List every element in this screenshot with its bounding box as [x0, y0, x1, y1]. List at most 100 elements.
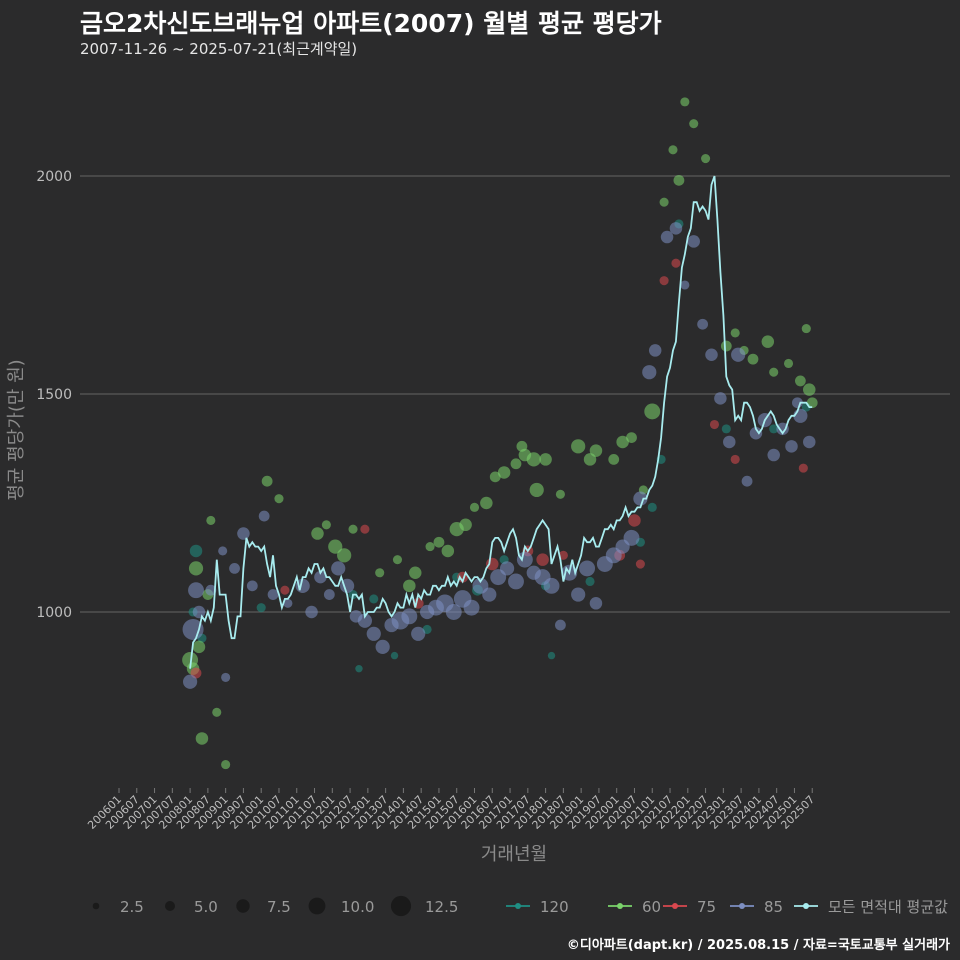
point-60: [311, 527, 324, 540]
point-75: [659, 276, 669, 286]
scatter-points: [182, 97, 818, 770]
point-60: [206, 515, 216, 525]
point-85: [589, 597, 603, 610]
size-legend-label: 2.5: [120, 898, 144, 916]
point-60: [212, 707, 222, 717]
size-legend-dot: [308, 897, 326, 915]
point-60: [375, 568, 385, 578]
size-legend-dot: [92, 902, 100, 910]
point-60: [348, 524, 358, 534]
point-60: [589, 444, 603, 457]
size-legend-dot: [165, 901, 175, 911]
point-60: [608, 454, 620, 465]
point-120: [355, 664, 363, 673]
y-tick-label: 2000: [36, 169, 72, 185]
point-60: [529, 482, 544, 498]
color-legend-label: 모든 면적대 평균값: [828, 898, 948, 916]
point-85: [323, 589, 335, 600]
point-85: [642, 365, 657, 380]
color-legend-dot: [739, 903, 745, 909]
point-60: [803, 383, 816, 396]
color-legend-label: 120: [540, 898, 569, 916]
point-85: [705, 348, 718, 362]
point-60: [571, 439, 586, 454]
point-85: [660, 230, 674, 244]
point-60: [469, 502, 480, 512]
size-legend-label: 5.0: [194, 898, 218, 916]
legend: 2.5 5.0 7.5 10.0 12.5 120 60 75 85 모든 면적대 평균값: [92, 895, 948, 917]
point-60: [555, 489, 565, 499]
point-85: [648, 344, 662, 357]
point-85: [767, 448, 780, 462]
point-75: [360, 524, 370, 534]
point-85: [401, 608, 418, 625]
point-60: [441, 544, 455, 558]
point-85: [366, 626, 381, 641]
x-axis-ticks: 2006012006072007012007072008012008072009…: [85, 788, 817, 832]
point-60: [192, 640, 206, 654]
point-120: [256, 603, 266, 613]
point-60: [801, 324, 811, 334]
y-tick-label: 1500: [36, 387, 72, 403]
point-85: [357, 613, 372, 628]
point-85: [680, 280, 690, 290]
point-120: [647, 502, 657, 512]
point-85: [192, 605, 206, 619]
point-85: [749, 426, 763, 440]
color-legend-dot: [672, 903, 678, 909]
point-85: [714, 392, 727, 405]
point-60: [626, 432, 637, 443]
color-legend-dot: [617, 903, 623, 909]
point-85: [331, 561, 346, 576]
y-axis-ticks: 1000 1500 2000: [36, 169, 72, 621]
point-75: [798, 463, 808, 473]
point-60: [794, 375, 806, 387]
point-60: [806, 397, 818, 409]
point-85: [258, 510, 270, 522]
point-75: [635, 559, 645, 569]
grid-lines: [80, 175, 950, 613]
point-60: [433, 536, 445, 548]
point-120: [547, 651, 556, 660]
point-75: [280, 585, 290, 595]
point-85: [697, 318, 709, 330]
point-60: [769, 367, 779, 377]
chart-subtitle: 2007-11-26 ~ 2025-07-21(최근계약일): [80, 40, 358, 58]
point-85: [623, 529, 640, 546]
point-60: [730, 328, 740, 338]
color-legend-dot: [803, 903, 809, 909]
point-60: [583, 453, 597, 466]
point-60: [221, 760, 231, 770]
point-60: [526, 452, 541, 467]
point-60: [328, 539, 343, 554]
point-85: [543, 577, 560, 594]
point-60: [403, 579, 416, 593]
point-60: [497, 466, 511, 479]
point-85: [218, 546, 228, 556]
point-60: [321, 520, 331, 530]
point-85: [482, 587, 497, 602]
point-75: [628, 514, 641, 527]
point-85: [579, 560, 596, 577]
point-85: [246, 580, 258, 592]
point-75: [730, 454, 740, 464]
point-85: [229, 563, 240, 574]
point-85: [803, 435, 816, 449]
point-120: [769, 424, 779, 434]
point-75: [671, 258, 681, 268]
point-85: [633, 491, 648, 506]
point-85: [182, 618, 204, 640]
point-60: [510, 458, 522, 470]
point-85: [741, 475, 753, 487]
point-60: [673, 174, 685, 186]
point-85: [669, 222, 683, 235]
point-60: [261, 475, 273, 487]
point-85: [508, 573, 524, 590]
y-tick-label: 1000: [36, 605, 72, 621]
point-60: [480, 496, 493, 510]
point-85: [499, 561, 515, 576]
point-60: [195, 732, 209, 745]
point-120: [585, 576, 595, 587]
point-60: [539, 453, 552, 466]
point-60: [761, 335, 775, 348]
